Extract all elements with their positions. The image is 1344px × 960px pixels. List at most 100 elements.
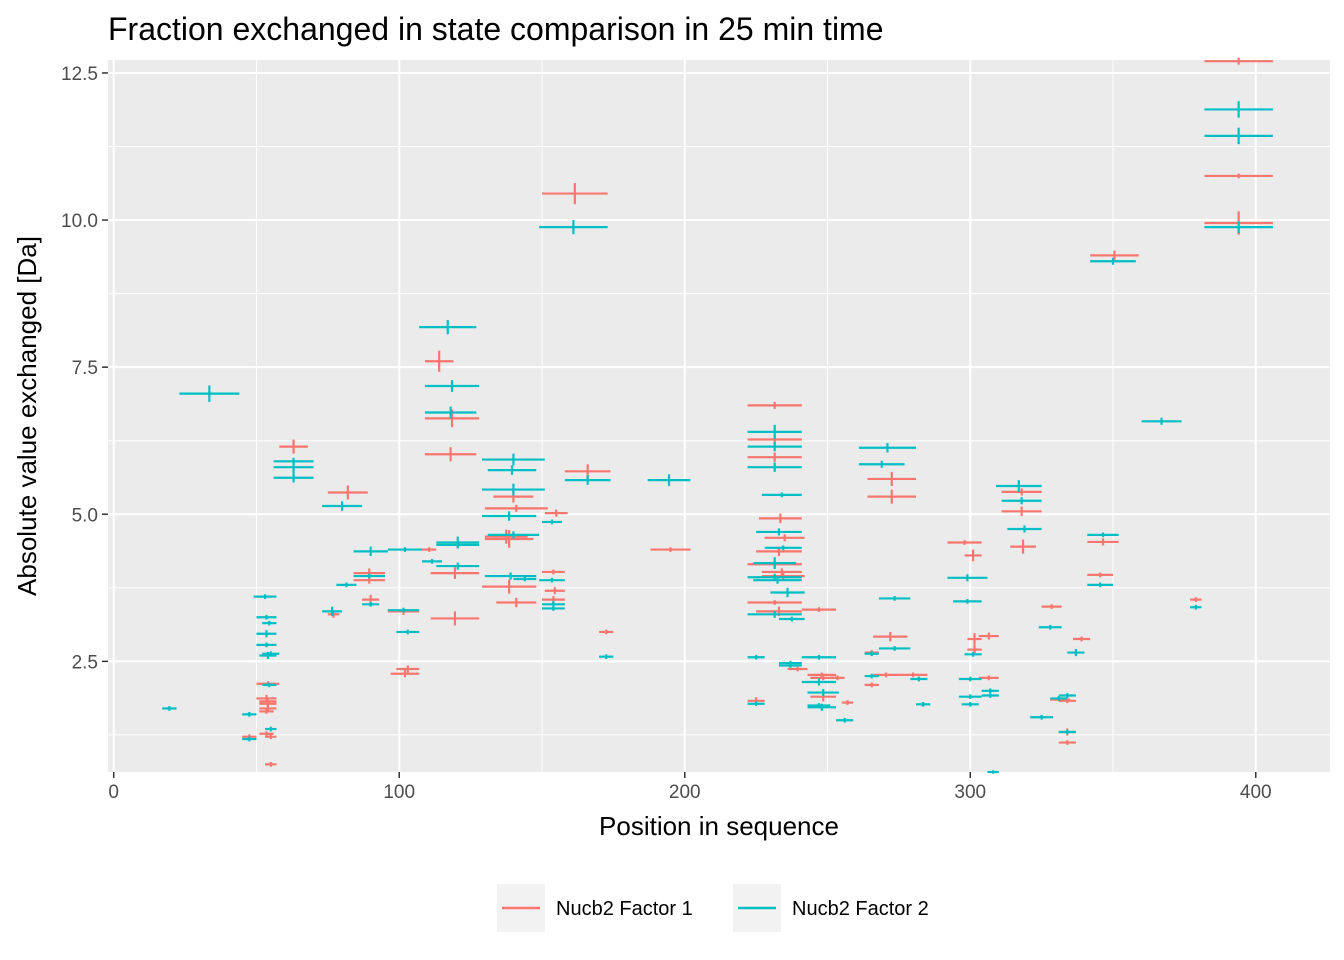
data-point xyxy=(273,461,314,474)
data-point xyxy=(273,473,314,483)
legend-label: Nucb2 Factor 1 xyxy=(556,898,693,920)
data-point xyxy=(867,471,917,487)
data-point xyxy=(1204,101,1273,118)
data-point xyxy=(864,651,879,657)
data-point xyxy=(916,701,931,707)
data-point xyxy=(753,576,802,584)
data-point xyxy=(1204,127,1273,145)
data-point xyxy=(487,465,537,475)
data-point xyxy=(858,443,917,453)
data-point xyxy=(265,761,277,767)
data-point xyxy=(484,529,528,544)
data-point xyxy=(541,569,565,575)
data-point xyxy=(778,616,805,622)
data-point xyxy=(864,673,879,679)
data-point xyxy=(873,672,899,678)
data-point xyxy=(322,501,363,511)
data-point xyxy=(424,380,480,392)
data-point xyxy=(801,654,837,660)
data-point xyxy=(836,717,854,723)
data-point xyxy=(1050,696,1068,701)
data-point xyxy=(262,620,277,626)
data-point xyxy=(1001,506,1042,517)
data-point xyxy=(387,607,420,613)
data-point xyxy=(1058,693,1076,698)
data-point xyxy=(1087,532,1119,538)
data-point xyxy=(987,770,999,774)
series-1 xyxy=(242,57,1273,767)
data-point xyxy=(430,611,480,626)
data-point xyxy=(419,320,477,335)
data-point xyxy=(353,546,388,557)
data-point xyxy=(898,672,928,678)
data-point xyxy=(436,562,480,570)
data-point xyxy=(978,632,999,640)
data-point xyxy=(778,660,802,666)
data-point xyxy=(484,504,548,512)
data-point xyxy=(541,606,565,611)
data-point xyxy=(1204,221,1273,233)
data-point xyxy=(747,401,802,409)
data-point xyxy=(436,541,480,549)
data-point xyxy=(390,670,420,678)
data-point xyxy=(482,483,545,496)
data-point xyxy=(1204,57,1273,65)
data-point xyxy=(256,642,277,648)
data-point xyxy=(650,547,691,552)
data-point xyxy=(422,558,443,564)
data-point xyxy=(424,447,477,462)
y-tick-label: 7.5 xyxy=(72,358,98,379)
plot-panel xyxy=(108,60,1330,772)
data-point xyxy=(396,665,420,673)
data-point xyxy=(961,701,979,707)
x-tick-label: 300 xyxy=(954,782,986,803)
data-point xyxy=(1073,636,1091,642)
data-point xyxy=(878,596,911,601)
data-point xyxy=(747,462,802,472)
data-point xyxy=(1090,257,1136,265)
data-point xyxy=(256,614,277,620)
data-point xyxy=(327,485,368,500)
data-point xyxy=(761,572,805,580)
y-tick-label: 5.0 xyxy=(72,505,98,526)
data-point xyxy=(253,594,277,600)
data-point xyxy=(1190,604,1202,610)
data-point xyxy=(801,678,837,686)
data-point xyxy=(910,676,928,682)
data-point xyxy=(259,709,274,714)
data-point xyxy=(981,688,999,694)
data-point xyxy=(761,492,802,498)
data-point xyxy=(484,572,537,580)
data-point xyxy=(484,530,534,548)
data-point xyxy=(958,694,982,700)
data-point xyxy=(262,651,280,657)
data-point xyxy=(770,587,805,598)
data-point xyxy=(259,731,274,737)
data-point xyxy=(422,547,437,552)
data-point xyxy=(1038,624,1062,630)
data-point xyxy=(647,474,691,487)
data-point xyxy=(336,582,357,588)
data-point xyxy=(396,629,420,635)
data-point xyxy=(599,654,614,660)
data-point xyxy=(756,528,802,536)
data-point xyxy=(1141,417,1182,425)
data-point xyxy=(787,666,808,672)
data-point xyxy=(758,513,802,524)
x-tick-label: 0 xyxy=(108,782,119,803)
data-point xyxy=(1067,649,1085,657)
y-axis-title: Absolute value exchanged [Da] xyxy=(12,236,42,596)
data-point xyxy=(967,633,982,645)
legend-item: Nucb2 Factor 1 xyxy=(497,884,693,932)
data-point xyxy=(995,480,1042,492)
data-point xyxy=(801,607,837,612)
data-point xyxy=(387,547,423,552)
data-point xyxy=(482,579,537,594)
x-tick-label: 200 xyxy=(669,782,701,803)
data-point xyxy=(599,629,614,635)
data-point xyxy=(807,689,839,697)
data-point xyxy=(764,534,805,542)
data-point xyxy=(424,406,477,419)
data-point xyxy=(764,545,802,551)
